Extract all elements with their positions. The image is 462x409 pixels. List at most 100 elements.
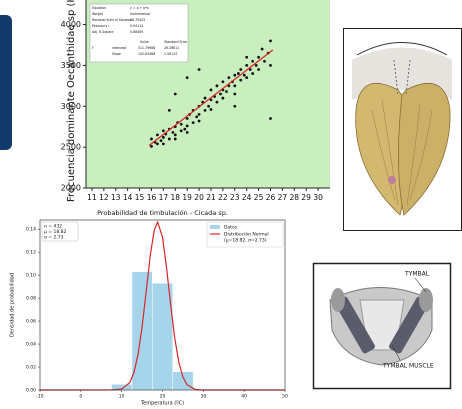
data-point (203, 108, 207, 112)
x-tick-label: 18 (170, 193, 180, 202)
diagram-label: TYMBAL (404, 271, 430, 278)
data-point (233, 92, 237, 96)
data-point (209, 88, 213, 92)
inset-text: y = a + b*x (130, 6, 149, 10)
y-axis-label: Frecuencia dominante Oecanthidae sp (Hz) (66, 0, 77, 202)
inset-text: Pearson's r (92, 24, 110, 28)
legend-box (206, 221, 284, 248)
data-point (161, 129, 165, 133)
y-tick-label: 0.00 (26, 388, 36, 394)
x-tick-label: 16 (147, 193, 157, 202)
data-point (161, 142, 165, 146)
data-point (167, 108, 171, 112)
inset-text: 0.94114 (130, 24, 143, 28)
data-point (215, 84, 219, 88)
inset-text: Slope (112, 52, 121, 56)
inset-text: 102.83468 (138, 52, 155, 56)
data-point (233, 73, 237, 77)
y-tick-label: 0.02 (26, 365, 36, 371)
y-axis-label: Densidad de probabilidad (10, 273, 16, 337)
inset-text: 1.56123 (164, 52, 177, 56)
wing-illustration (343, 28, 462, 231)
data-point (245, 76, 249, 80)
data-point (245, 63, 249, 67)
inset-text: Weight (92, 12, 104, 16)
y-tick-label: 0.14 (26, 227, 36, 233)
data-point (156, 142, 159, 146)
data-point (183, 127, 187, 131)
y-tick-label: 0.12 (26, 250, 36, 256)
data-point (227, 76, 231, 80)
tymbal-diagram: TYMBAL TYMBAL MUSCLE (312, 262, 452, 390)
data-point (245, 55, 249, 59)
inset-text: Residual Sum of Squares (92, 18, 132, 22)
data-point (203, 96, 207, 100)
x-tick-label: 10 (119, 394, 125, 400)
x-tick-label: 19 (182, 193, 192, 202)
data-point (150, 137, 153, 141)
data-point (195, 115, 199, 119)
y-tick-label: 0.10 (26, 273, 36, 279)
y-tick-label: 3500 (61, 61, 81, 70)
legend-swatch (210, 225, 220, 229)
x-tick-label: 50 (282, 394, 288, 400)
data-point (225, 90, 228, 93)
inset-text: Intercept (112, 46, 127, 50)
y-tick-label: 0.08 (26, 296, 36, 302)
x-tick-label: 26 (266, 193, 276, 202)
x-tick-label: 15 (135, 193, 145, 202)
y-tick-label: 2000 (61, 184, 81, 193)
x-tick-label: 20 (194, 193, 204, 202)
diagram-label: TYMBAL MUSCLE (382, 363, 434, 370)
data-point (173, 133, 177, 137)
data-point (257, 55, 260, 59)
data-point (221, 80, 225, 84)
data-point (161, 135, 165, 139)
x-tick-label: 27 (278, 193, 288, 202)
data-point (221, 96, 225, 100)
x-tick-label: 40 (241, 394, 247, 400)
inset-text: Equation (92, 6, 106, 10)
data-point (185, 124, 189, 128)
inset-text: Adj. R-Square (92, 30, 114, 34)
x-tick-label: 17 (159, 193, 169, 202)
y-tick-label: 0.04 (26, 342, 36, 348)
data-point (257, 68, 260, 71)
x-tick-label: 24 (242, 193, 252, 202)
data-point (209, 108, 213, 111)
inset-text: Standard Error (164, 40, 188, 44)
inset-text: 48.75443 (130, 18, 145, 22)
data-point (254, 63, 258, 67)
data-point (173, 137, 177, 141)
data-point (171, 131, 175, 134)
stats-text: μ = 18.82 (44, 229, 67, 235)
histogram-bar (172, 371, 194, 391)
data-point (239, 68, 243, 71)
data-point (185, 117, 189, 120)
legend-label: Datos (224, 225, 238, 231)
y-tick-label: 4000 (61, 20, 81, 29)
inset-text: Instrumental (130, 12, 150, 16)
fit-line (148, 49, 274, 147)
data-point (197, 113, 201, 116)
x-tick-label: 20 (160, 394, 166, 400)
data-point (207, 104, 210, 108)
data-point (251, 72, 255, 75)
stats-box (41, 221, 79, 242)
inset-box (89, 3, 189, 63)
data-point (197, 119, 201, 123)
x-tick-label: 0 (79, 394, 82, 400)
data-point (269, 63, 272, 67)
x-tick-label: 30 (200, 394, 206, 400)
y-tick-label: 3000 (61, 102, 81, 111)
data-point (219, 92, 222, 96)
data-point (233, 104, 237, 108)
data-point (263, 59, 266, 63)
data-point (269, 117, 272, 120)
x-tick-label: 29 (301, 193, 311, 202)
data-point (242, 73, 246, 77)
x-tick-label: 21 (206, 193, 216, 202)
y-tick-label: 0.06 (26, 319, 36, 325)
data-point (179, 129, 183, 133)
